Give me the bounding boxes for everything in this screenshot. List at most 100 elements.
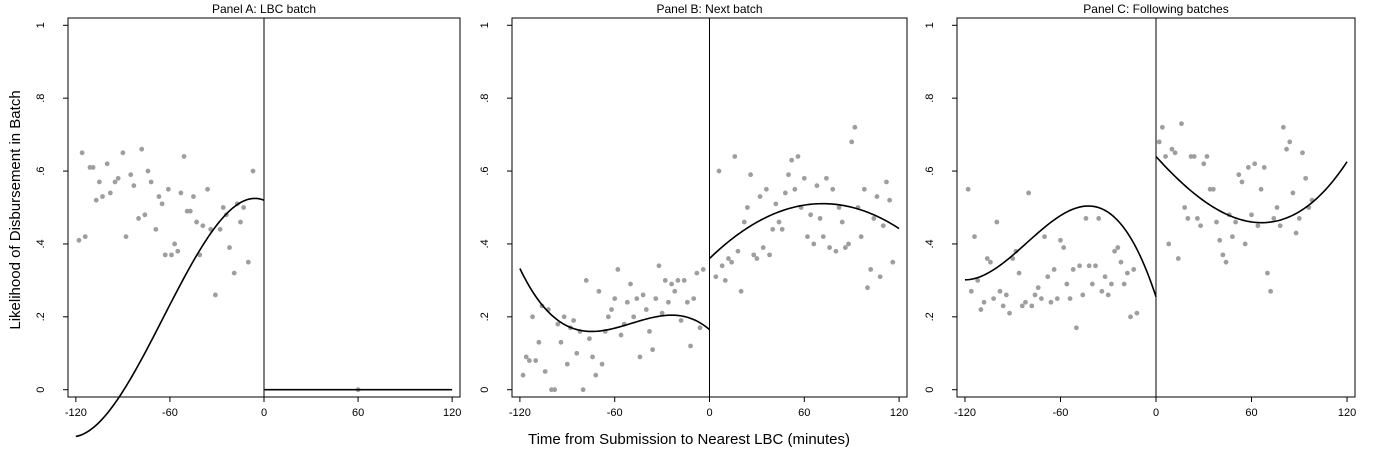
panel-3: Panel C: Following batches 0 .2 .4 .6 .8 1 -120… [924,2,1356,419]
data-point [1086,263,1092,269]
data-point [1099,288,1105,294]
y-tick-label: 0 [479,387,491,393]
data-point [975,277,981,283]
data-point [1274,205,1280,210]
data-point [1042,234,1047,240]
data-point [1280,124,1286,130]
data-point [757,194,763,199]
data-point [729,259,735,265]
y-tick-label: .6 [35,166,47,175]
data-point [1038,296,1044,302]
data-point [653,296,659,302]
data-point [833,248,839,254]
data-point [1179,121,1184,127]
data-point [618,332,624,338]
data-point [634,296,640,302]
data-point [1300,150,1305,156]
data-point [1134,310,1140,316]
data-point [637,354,643,360]
data-point [523,354,529,360]
data-point [1010,256,1016,261]
data-point [159,201,165,207]
data-point [827,245,832,250]
fit-line-right [1155,155,1348,224]
panels: Panel A: LBC batch 0 .2 .4 .6 .8 1 -120 -60 0 60 12… [35,2,1356,438]
data-point [1296,216,1302,221]
data-point [1121,281,1127,287]
data-point [691,296,697,302]
y-tick-label: 0 [924,387,936,393]
y-axis-title: Likelihood of Disbursement in Batch [7,90,24,329]
data-point [615,267,621,272]
data-point [817,216,823,221]
data-point [789,157,795,163]
x-tick-label: -120 [954,407,976,419]
data-point [1191,154,1197,159]
y-tick-label: 1 [924,22,936,28]
data-point [1105,292,1111,298]
fit-line-left [519,268,711,333]
data-point [165,186,171,192]
data-point [142,212,148,218]
data-point [1118,259,1124,265]
data-point [1074,325,1079,331]
data-point [988,259,993,265]
data-point [1058,237,1063,243]
data-point [738,288,744,294]
fit-line-left [75,197,265,438]
x-tick-label: 120 [890,407,908,419]
panel-title: Panel C: Following batches [1083,2,1228,16]
data-point [200,223,206,229]
data-point [741,219,747,225]
data-point [1268,288,1274,294]
x-tick-label: 120 [443,407,461,419]
data-point [205,186,210,192]
data-point [824,175,829,181]
x-tick-label: 60 [1245,407,1257,419]
data-point [991,296,997,302]
data-point [1258,186,1264,192]
data-point [187,208,193,214]
data-point [100,194,105,199]
data-point [748,172,753,178]
data-point [669,281,674,287]
data-point [1048,299,1054,305]
data-point [1070,267,1076,272]
data-point [1023,299,1028,305]
data-point [1003,292,1009,298]
panel-title: Panel B: Next batch [656,2,762,16]
data-point [1115,245,1121,250]
y-tick-label: .2 [924,312,936,321]
data-point [120,150,126,156]
data-point [1252,161,1258,167]
data-point [1245,165,1251,170]
data-point [754,256,760,261]
data-point [830,186,836,192]
data-point [1112,248,1118,254]
data-point [212,292,218,298]
data-point [779,226,785,232]
y-tick-label: .2 [35,312,47,321]
data-point [227,245,232,250]
data-point [688,343,693,349]
data-point [1271,216,1277,221]
panel-2: Panel B: Next batch 0 .2 .4 .6 .8 1 -120 -60 0 60 1… [479,2,908,419]
data-point [590,354,595,360]
data-point [1204,154,1210,159]
data-point [82,234,88,240]
data-point [871,216,877,221]
x-tick-label: 0 [706,407,712,419]
data-point [76,237,82,243]
data-point [839,219,845,225]
data-point [808,212,814,218]
data-point [156,194,162,199]
data-point [1045,274,1051,280]
data-point [162,252,168,258]
data-point [624,299,630,305]
data-point [1277,223,1283,229]
data-point [596,288,602,294]
data-point [555,321,561,327]
data-point [884,179,889,185]
data-point [175,248,181,254]
